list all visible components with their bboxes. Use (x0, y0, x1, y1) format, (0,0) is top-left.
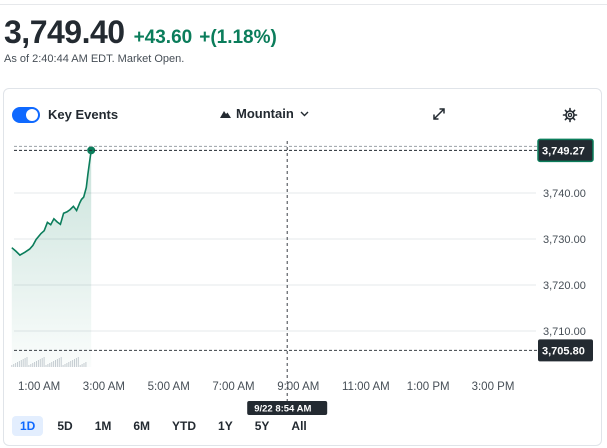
range-ytd[interactable]: YTD (172, 419, 197, 433)
chart-type-dropdown[interactable]: Mountain (220, 106, 309, 121)
range-5d[interactable]: 5D (57, 419, 73, 433)
range-all[interactable]: All (291, 419, 307, 433)
price-change: +43.60 (133, 27, 193, 48)
key-events-toggle[interactable] (12, 107, 40, 123)
chart-card (3, 88, 602, 446)
mountain-icon (220, 110, 231, 118)
range-5y[interactable]: 5Y (254, 419, 270, 433)
range-1y[interactable]: 1Y (218, 419, 233, 433)
range-6m[interactable]: 6M (133, 419, 151, 433)
market-status: Market Open. (117, 53, 185, 65)
gear-icon[interactable] (562, 107, 578, 123)
chart-type-label: Mountain (236, 106, 294, 121)
range-1d[interactable]: 1D (12, 416, 44, 436)
range-1m[interactable]: 1M (94, 419, 112, 433)
quote-header: 3,749.40 +43.60 +(1.18%) (4, 14, 277, 51)
current-price: 3,749.40 (4, 14, 125, 50)
top-divider (0, 4, 607, 5)
range-selector: 1D 5D 1M 6M YTD 1Y 5Y All (12, 416, 321, 436)
quote-timestamp: As of 2:40:44 AM EDT. Market Open. (4, 53, 184, 65)
toggle-knob (26, 109, 38, 121)
expand-icon[interactable] (432, 107, 446, 121)
key-events-label: Key Events (48, 107, 119, 122)
chevron-down-icon (300, 111, 309, 117)
as-of-time: As of 2:40:44 AM EDT. (4, 53, 115, 65)
price-change-percent: +(1.18%) (199, 27, 277, 48)
